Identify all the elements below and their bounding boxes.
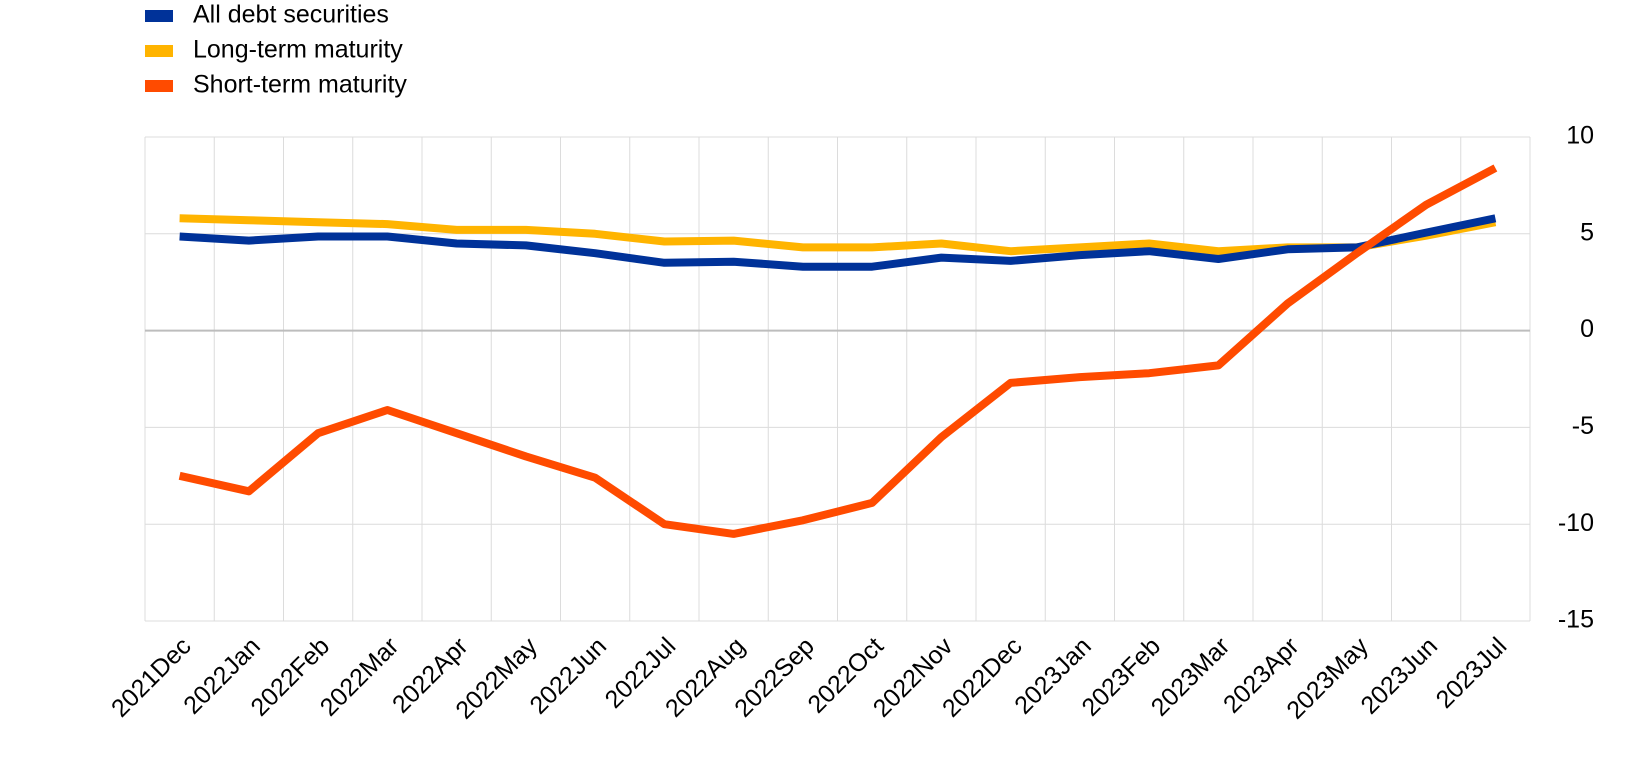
legend-label: All debt securities (193, 1, 389, 29)
series-line (179, 214, 1497, 271)
y-tick-label: 10 (1566, 122, 1594, 150)
legend-swatch (145, 10, 173, 22)
x-tick-label: 2023Jul (1431, 632, 1513, 714)
legend-label: Short-term maturity (193, 71, 407, 99)
legend-swatch (145, 45, 173, 57)
y-tick-label: 5 (1580, 218, 1594, 246)
x-tick-label: 2021Dec (106, 632, 197, 723)
y-tick-label: -5 (1572, 412, 1594, 440)
y-tick-label: -15 (1558, 606, 1594, 634)
y-tick-label: 0 (1580, 315, 1594, 343)
legend-swatch (145, 80, 173, 92)
x-tick-label: 2022Jun (524, 632, 612, 720)
series-line (178, 164, 1498, 538)
x-tick-label: 2023Jun (1355, 632, 1443, 720)
y-tick-label: -10 (1558, 509, 1594, 537)
legend-label: Long-term maturity (193, 36, 403, 64)
